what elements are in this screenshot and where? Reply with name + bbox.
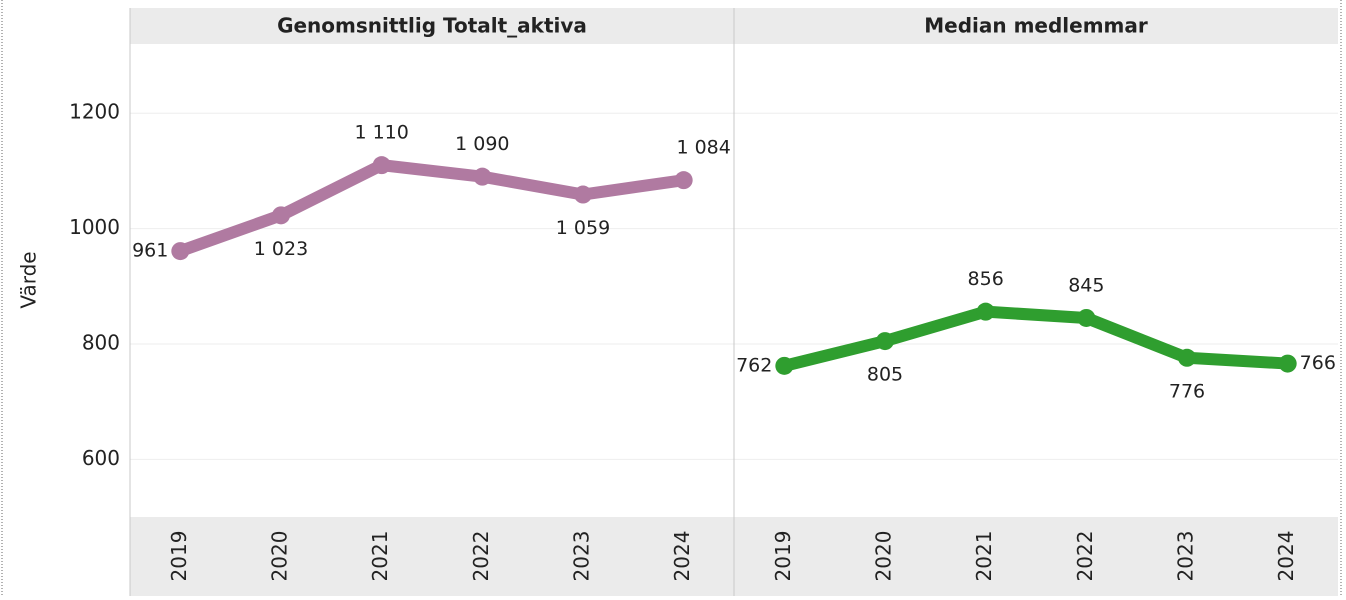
data-label: 766 (1300, 352, 1336, 374)
line (782, 305, 1289, 372)
data-label: 1 110 (354, 122, 408, 144)
data-label: 805 (867, 364, 903, 386)
x-tick-label: 2024 (670, 531, 694, 582)
point (574, 185, 592, 204)
point (1178, 348, 1196, 367)
point (775, 356, 794, 375)
point (1278, 354, 1297, 373)
panel-title: Genomsnittlig Totalt_aktiva (277, 14, 587, 38)
line (178, 159, 685, 257)
data-label: 856 (968, 268, 1004, 290)
x-tick-label: 2023 (1174, 531, 1198, 582)
x-tick-label: 2021 (972, 531, 996, 582)
data-label: 776 (1169, 380, 1205, 402)
point (272, 206, 290, 225)
x-tick-label: 2019 (167, 531, 191, 582)
data-label: 762 (736, 354, 772, 376)
point (674, 171, 693, 190)
x-tick-label: 2022 (1073, 531, 1097, 582)
x-tick-label: 2022 (469, 531, 493, 582)
panel-title: Median medlemmar (924, 14, 1148, 38)
y-tick-label: 600 (82, 446, 120, 470)
point (976, 302, 995, 321)
data-label: 961 (132, 240, 168, 262)
point (171, 242, 190, 261)
data-label: 1 090 (455, 133, 509, 155)
point (372, 156, 391, 175)
x-tick-label: 2019 (771, 531, 795, 582)
x-tick-label: 2023 (570, 531, 594, 582)
y-axis-label: Värde (17, 251, 41, 308)
x-tick-label: 2024 (1274, 531, 1298, 582)
point (473, 167, 492, 186)
point (876, 332, 894, 351)
x-tick-label: 2020 (872, 531, 896, 582)
data-label: 1 023 (254, 238, 308, 260)
data-label: 845 (1068, 274, 1104, 296)
y-tick-label: 800 (82, 330, 120, 354)
data-label: 1 084 (676, 137, 730, 159)
y-tick-label: 1200 (69, 100, 120, 124)
point (1077, 308, 1096, 327)
x-tick-label: 2020 (268, 531, 292, 582)
x-tick-label: 2021 (368, 531, 392, 582)
data-label: 1 059 (556, 217, 610, 239)
y-tick-label: 1000 (69, 215, 120, 239)
